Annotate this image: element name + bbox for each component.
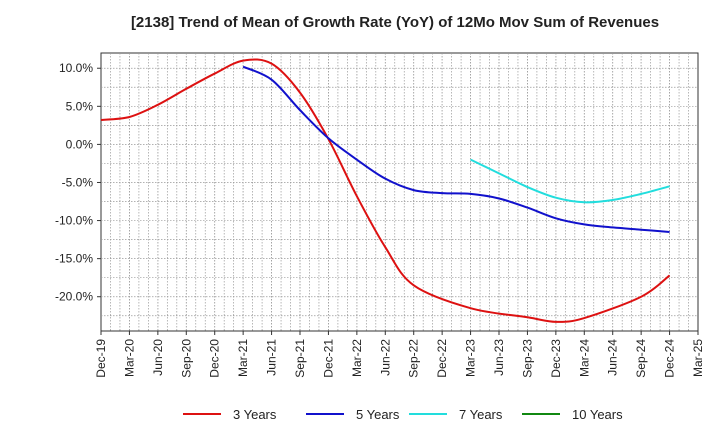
x-tick-label: Mar-24 <box>577 339 591 377</box>
series-line-7-years <box>470 158 670 204</box>
x-tick-label: Mar-20 <box>122 339 136 377</box>
x-tick-label: Dec-23 <box>549 339 563 378</box>
y-tick-label: 5.0% <box>66 99 94 113</box>
x-tick-label: Jun-24 <box>606 339 620 376</box>
y-tick-label: 10.0% <box>59 61 93 75</box>
series-layer <box>100 58 671 323</box>
x-tick-label: Mar-25 <box>691 339 705 377</box>
y-tick-label: -15.0% <box>55 252 93 266</box>
chart-title: [2138] Trend of Mean of Growth Rate (YoY… <box>130 14 660 31</box>
y-tick-label: -5.0% <box>62 175 94 189</box>
x-tick-label: Jun-21 <box>265 339 279 376</box>
x-tick-label: Jun-22 <box>378 339 392 376</box>
legend: 3 Years 5 Years 7 Years 10 Years <box>183 407 623 422</box>
grid-layer <box>101 53 698 331</box>
x-tick-label: Sep-21 <box>293 339 307 378</box>
x-tick-label: Dec-24 <box>663 339 677 378</box>
axis-layer: 10.0% 5.0% 0.0% -5.0% -10.0% -15.0% -20.0% Dec-… <box>55 61 705 377</box>
plot-area <box>100 52 699 332</box>
legend-label: 10 Years <box>572 407 623 422</box>
x-tick-label: Dec-22 <box>435 339 449 378</box>
x-tick-label: Dec-19 <box>94 339 108 378</box>
y-tick-label: -10.0% <box>55 214 93 228</box>
y-tick-label: 0.0% <box>66 137 94 151</box>
x-tick-label: Mar-22 <box>350 339 364 377</box>
series-line-5-years <box>242 65 670 233</box>
x-tick-label: Mar-23 <box>464 339 478 377</box>
x-tick-label: Jun-20 <box>151 339 165 376</box>
legend-label: 3 Years <box>233 407 277 422</box>
x-tick-label: Sep-22 <box>407 339 421 378</box>
x-tick-label: Mar-21 <box>236 339 250 377</box>
legend-label: 5 Years <box>356 407 400 422</box>
x-tick-label: Sep-23 <box>520 339 534 378</box>
series-line-3-years <box>100 58 671 323</box>
x-tick-label: Jun-23 <box>492 339 506 376</box>
x-tick-label: Dec-20 <box>208 339 222 378</box>
x-tick-label: Sep-20 <box>179 339 193 378</box>
x-tick-label: Dec-21 <box>321 339 335 378</box>
y-tick-label: -20.0% <box>55 290 93 304</box>
x-tick-label: Sep-24 <box>634 339 648 378</box>
legend-label: 7 Years <box>459 407 503 422</box>
